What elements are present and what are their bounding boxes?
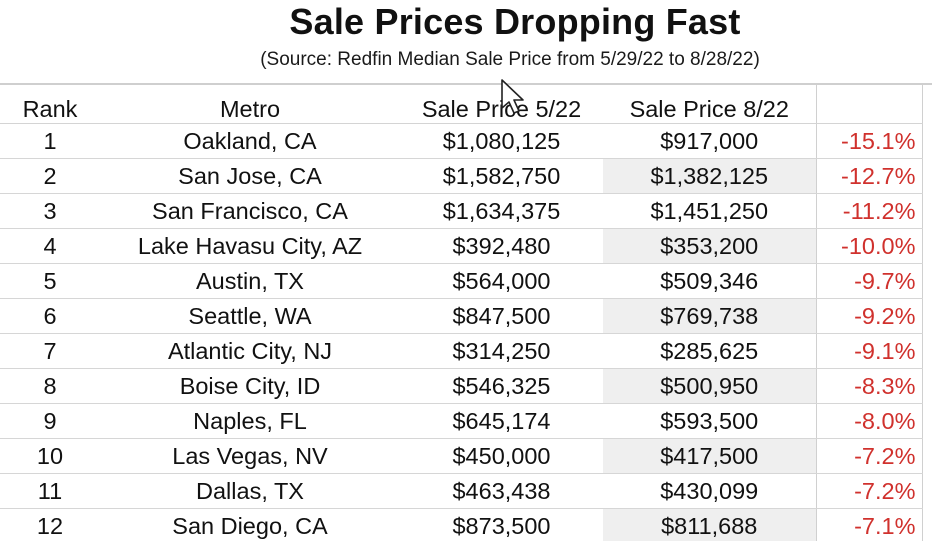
mouse-pointer-icon	[501, 79, 524, 114]
cell-change: -7.2%	[815, 473, 923, 509]
cell-change: -7.1%	[815, 508, 923, 541]
table-row: 8 Boise City, ID $546,325 $500,950 -8.3%	[0, 368, 923, 404]
table-row: 3 San Francisco, CA $1,634,375 $1,451,250 -1…	[0, 193, 923, 229]
header-sale-price-end: Sale Price 8/22	[603, 85, 816, 124]
table-header-row: Rank Metro Sale Price 5/22 Sale Price 8/…	[0, 85, 923, 124]
cell-sale-price-end: $1,382,125	[603, 158, 816, 194]
cell-sale-price-start: $392,480	[400, 228, 603, 264]
cell-change: -8.0%	[815, 403, 923, 439]
header-change	[815, 85, 923, 124]
cell-metro: Austin, TX	[100, 263, 400, 299]
header-metro: Metro	[100, 85, 400, 124]
table-row: 12 San Diego, CA $873,500 $811,688 -7.1%	[0, 508, 923, 541]
cell-metro: San Jose, CA	[100, 158, 400, 194]
cell-metro: Lake Havasu City, AZ	[100, 228, 400, 264]
cell-sale-price-end: $917,000	[603, 123, 816, 159]
cell-rank: 9	[0, 403, 100, 439]
cell-sale-price-end: $285,625	[603, 333, 816, 369]
cell-sale-price-end: $811,688	[603, 508, 816, 541]
cell-rank: 2	[0, 158, 100, 194]
cell-metro: Seattle, WA	[100, 298, 400, 334]
cell-change: -12.7%	[815, 158, 923, 194]
table-row: 9 Naples, FL $645,174 $593,500 -8.0%	[0, 403, 923, 439]
cell-metro: Naples, FL	[100, 403, 400, 439]
table-body: 1 Oakland, CA $1,080,125 $917,000 -15.1% 2 San…	[0, 123, 923, 541]
cell-sale-price-end: $509,346	[603, 263, 816, 299]
cell-change: -8.3%	[815, 368, 923, 404]
table-container: Rank Metro Sale Price 5/22 Sale Price 8/…	[0, 83, 932, 541]
cell-metro: Atlantic City, NJ	[100, 333, 400, 369]
cell-change: -9.2%	[815, 298, 923, 334]
cell-sale-price-start: $1,582,750	[400, 158, 603, 194]
cell-sale-price-end: $353,200	[603, 228, 816, 264]
table-row: 2 San Jose, CA $1,582,750 $1,382,125 -12.7%	[0, 158, 923, 194]
table-row: 7 Atlantic City, NJ $314,250 $285,625 -9.1%	[0, 333, 923, 369]
table-row: 10 Las Vegas, NV $450,000 $417,500 -7.2%	[0, 438, 923, 474]
cell-change: -10.0%	[815, 228, 923, 264]
cell-metro: Oakland, CA	[100, 123, 400, 159]
table-row: 11 Dallas, TX $463,438 $430,099 -7.2%	[0, 473, 923, 509]
cell-rank: 10	[0, 438, 100, 474]
page-title: Sale Prices Dropping Fast	[289, 1, 741, 42]
table-row: 1 Oakland, CA $1,080,125 $917,000 -15.1%	[0, 123, 923, 159]
cell-sale-price-start: $564,000	[400, 263, 603, 299]
sale-price-table: Rank Metro Sale Price 5/22 Sale Price 8/…	[0, 85, 923, 541]
table-row: 5 Austin, TX $564,000 $509,346 -9.7%	[0, 263, 923, 299]
cell-sale-price-end: $593,500	[603, 403, 816, 439]
cell-rank: 7	[0, 333, 100, 369]
cell-rank: 12	[0, 508, 100, 541]
cell-sale-price-end: $417,500	[603, 438, 816, 474]
cell-sale-price-start: $1,080,125	[400, 123, 603, 159]
cell-change: -11.2%	[815, 193, 923, 229]
cell-rank: 3	[0, 193, 100, 229]
cell-sale-price-start: $546,325	[400, 368, 603, 404]
cell-sale-price-start: $873,500	[400, 508, 603, 541]
cell-metro: Las Vegas, NV	[100, 438, 400, 474]
cell-sale-price-start: $450,000	[400, 438, 603, 474]
cell-sale-price-start: $1,634,375	[400, 193, 603, 229]
cell-change: -9.7%	[815, 263, 923, 299]
cell-sale-price-start: $314,250	[400, 333, 603, 369]
cell-rank: 8	[0, 368, 100, 404]
cell-change: -15.1%	[815, 123, 923, 159]
cell-sale-price-start: $463,438	[400, 473, 603, 509]
cell-rank: 5	[0, 263, 100, 299]
cell-sale-price-end: $500,950	[603, 368, 816, 404]
cell-sale-price-end: $1,451,250	[603, 193, 816, 229]
cell-rank: 6	[0, 298, 100, 334]
cell-metro: San Francisco, CA	[100, 193, 400, 229]
cell-change: -7.2%	[815, 438, 923, 474]
cell-change: -9.1%	[815, 333, 923, 369]
cell-metro: San Diego, CA	[100, 508, 400, 541]
cell-sale-price-end: $769,738	[603, 298, 816, 334]
cell-sale-price-start: $847,500	[400, 298, 603, 334]
cell-rank: 11	[0, 473, 100, 509]
table-row: 6 Seattle, WA $847,500 $769,738 -9.2%	[0, 298, 923, 334]
cell-metro: Dallas, TX	[100, 473, 400, 509]
cell-sale-price-start: $645,174	[400, 403, 603, 439]
header-rank: Rank	[0, 85, 100, 124]
cell-rank: 4	[0, 228, 100, 264]
page-subtitle: (Source: Redfin Median Sale Price from 5…	[260, 49, 760, 70]
cell-sale-price-end: $430,099	[603, 473, 816, 509]
table-row: 4 Lake Havasu City, AZ $392,480 $353,200 -10…	[0, 228, 923, 264]
cell-metro: Boise City, ID	[100, 368, 400, 404]
cell-rank: 1	[0, 123, 100, 159]
